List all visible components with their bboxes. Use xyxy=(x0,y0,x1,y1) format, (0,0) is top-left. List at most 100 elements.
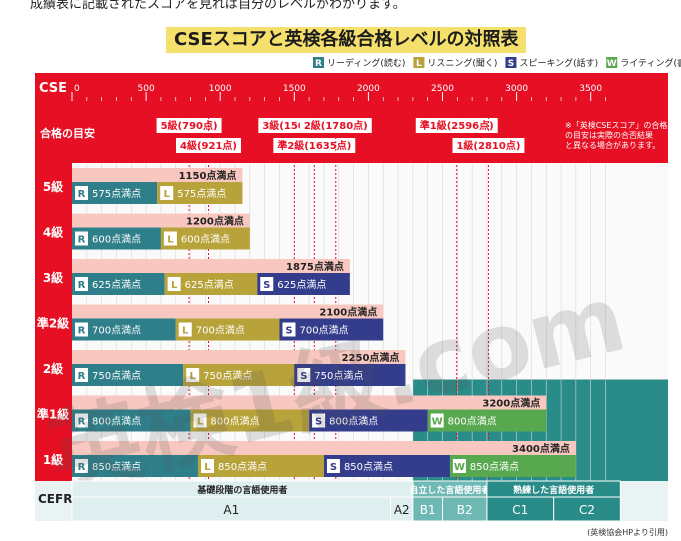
segment-label: 700点満点 xyxy=(299,325,348,337)
legend-badge-R xyxy=(313,57,324,68)
grade-label: 2級 xyxy=(43,361,63,376)
cefr-label: CEFR xyxy=(38,492,72,506)
legend-badge-letter: S xyxy=(508,59,514,69)
grade-column xyxy=(35,163,72,481)
segment-badge-box xyxy=(75,368,88,382)
bar-segment-R xyxy=(72,273,165,295)
cefr-level xyxy=(553,496,621,522)
total-bar xyxy=(72,350,406,364)
x-axis-label: CSE xyxy=(39,81,67,96)
clipped-header-text: 成績表に記載されたスコアを見れば自分のレベルがわかります。 xyxy=(30,0,406,12)
source-note: (英検協会HPより引用) xyxy=(587,527,668,537)
segment-badge-letter: L xyxy=(167,235,174,246)
legend-label: リスニング(聞く) xyxy=(427,57,497,69)
segment-badge-box xyxy=(75,322,88,337)
bar-segment-R xyxy=(72,227,161,250)
cefr-level-label: C2 xyxy=(579,503,595,517)
legend-badge-S xyxy=(505,57,517,68)
segment-badge-box xyxy=(200,459,214,473)
segment-label: 850点満点 xyxy=(470,461,519,473)
segment-label: 600点満点 xyxy=(181,234,230,246)
pass-score-label: 1級(2810点) xyxy=(456,139,520,152)
bar-segment-L xyxy=(175,318,280,341)
segment-badge-box xyxy=(75,186,88,200)
segment-badge-box xyxy=(297,368,311,382)
segment-badge-letter: L xyxy=(182,326,189,337)
cefr-level xyxy=(442,496,488,522)
segment-badge-letter: R xyxy=(78,462,86,473)
x-tick-label: 3000 xyxy=(505,84,528,94)
segment-badge-letter: L xyxy=(197,417,204,428)
legend-badge-letter: W xyxy=(607,59,617,69)
segment-label: 800点満点 xyxy=(448,416,497,428)
segment-badge-box xyxy=(312,413,326,428)
bar-segment-W xyxy=(449,455,576,477)
bar-segment-R xyxy=(72,318,176,341)
total-bar xyxy=(72,304,384,319)
cefr-group-label: 熟練した言語使用者 xyxy=(513,484,594,496)
bar-segment-W xyxy=(427,409,547,432)
segment-badge-box xyxy=(282,322,296,337)
x-tick-label: 2500 xyxy=(431,84,454,94)
segment-badge-letter: R xyxy=(78,326,86,337)
grade-label: 5級 xyxy=(43,179,63,194)
segment-label: 625点満点 xyxy=(92,279,141,291)
axis-band xyxy=(35,73,668,101)
segment-label: 800点満点 xyxy=(211,416,260,428)
legend-badge-W xyxy=(606,57,618,68)
cefr-level-label: B2 xyxy=(457,503,473,517)
segment-badge-box xyxy=(186,368,200,382)
segment-label: 575点満点 xyxy=(92,188,141,200)
bar-segment-R xyxy=(72,455,198,477)
segment-badge-box xyxy=(452,459,466,473)
segment-label: 750点満点 xyxy=(314,370,363,382)
cefr-group-label: 自立した言語使用者 xyxy=(409,484,490,496)
x-tick-label: 1000 xyxy=(209,84,232,94)
total-bar xyxy=(72,441,576,455)
bar-segment-L xyxy=(183,364,295,386)
segment-badge-letter: R xyxy=(78,280,86,291)
cefr-level xyxy=(71,496,392,522)
legend-label: リーディング(読む) xyxy=(327,57,405,69)
pass-score-label: 準1級(2596点) xyxy=(420,119,494,132)
bar-segment-S xyxy=(279,318,384,341)
segment-badge-box xyxy=(178,322,192,337)
segment-label: 575点満点 xyxy=(177,188,226,200)
bar-segment-S xyxy=(309,409,428,432)
bar-segment-S xyxy=(323,455,450,477)
x-tick-label: 2000 xyxy=(357,84,380,94)
segment-badge-box xyxy=(75,413,88,428)
legend-label: ライティング(書く) xyxy=(620,57,681,69)
segment-label: 800点満点 xyxy=(92,416,141,428)
total-bar xyxy=(72,395,547,410)
total-label: 1875点満点 xyxy=(286,260,344,273)
segment-label: 850点満点 xyxy=(92,461,141,473)
segment-badge-letter: S xyxy=(300,371,307,382)
segment-label: 850点満点 xyxy=(344,461,393,473)
grade-label: 準2級 xyxy=(37,315,69,330)
bar-segment-L xyxy=(157,182,243,204)
segment-badge-letter: S xyxy=(285,326,292,337)
segment-badge-letter: W xyxy=(432,417,443,428)
pass-score-label: 2級(1780点) xyxy=(304,119,368,132)
pass-score-box xyxy=(299,118,372,133)
segment-badge-box xyxy=(326,459,340,473)
total-label: 2100点満点 xyxy=(319,306,377,319)
segment-badge-letter: S xyxy=(263,280,270,291)
cefr-level xyxy=(412,496,443,522)
segment-badge-letter: R xyxy=(78,189,86,200)
total-label: 3200点満点 xyxy=(482,397,540,410)
grade-label: 4級 xyxy=(43,224,63,239)
total-label: 1150点満点 xyxy=(179,169,237,182)
x-tick-label: 1500 xyxy=(283,84,306,94)
grade-label: 1級 xyxy=(43,452,63,467)
total-label: 3400点満点 xyxy=(512,442,570,455)
cefr-level-label: A1 xyxy=(223,503,239,517)
segment-badge-letter: L xyxy=(171,280,178,291)
total-bar xyxy=(72,168,243,182)
total-label: 1200点満点 xyxy=(186,215,244,228)
segment-badge-letter: L xyxy=(164,189,171,200)
note-text: ※「英検CSEスコア」の合格 xyxy=(565,120,667,130)
segment-badge-letter: S xyxy=(330,462,337,473)
